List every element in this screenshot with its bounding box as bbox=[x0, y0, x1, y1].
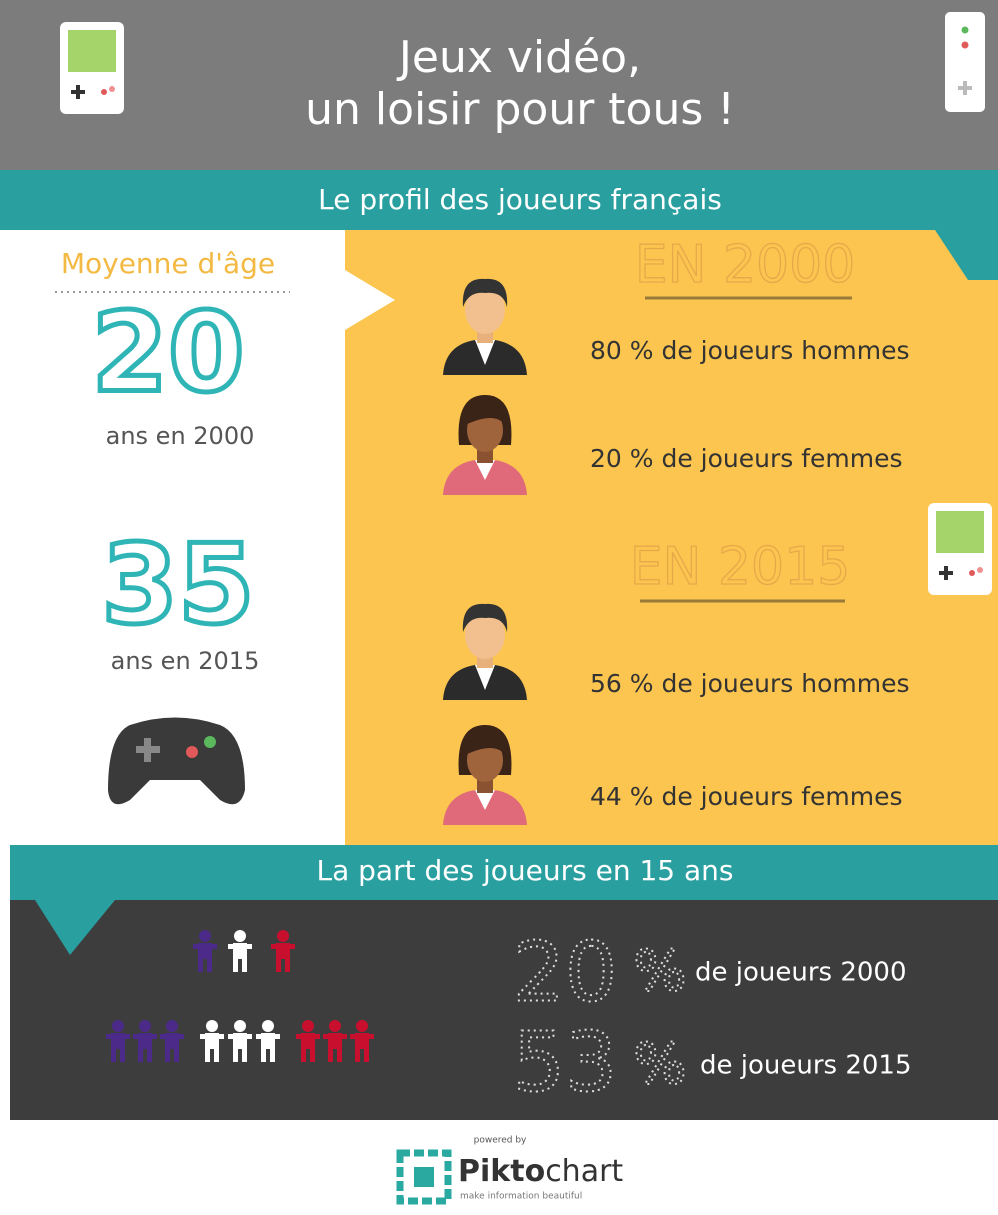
header-bg bbox=[0, 0, 998, 170]
share-value: 20 bbox=[513, 925, 617, 1020]
brand-bold: Pikto bbox=[458, 1154, 545, 1189]
pointer bbox=[345, 270, 395, 330]
year-label: EN 2015 bbox=[630, 537, 851, 597]
age-value: 35 bbox=[101, 520, 254, 648]
stat-text: 80 % de joueurs hommes bbox=[590, 336, 909, 365]
year-label: EN 2000 bbox=[635, 235, 856, 295]
brand-light: chart bbox=[545, 1154, 623, 1189]
tagline: make information beautiful bbox=[460, 1192, 582, 1202]
section-heading: Le profil des joueurs français bbox=[318, 183, 722, 216]
powered-by: powered by bbox=[474, 1136, 527, 1146]
section-band bbox=[0, 170, 998, 230]
brand: Piktochart bbox=[458, 1154, 623, 1189]
controller-icon bbox=[108, 717, 245, 805]
people-2000 bbox=[193, 930, 295, 972]
age-caption: ans en 2000 bbox=[106, 422, 255, 450]
shape bbox=[186, 746, 198, 758]
pointer bbox=[35, 900, 115, 955]
shape bbox=[144, 738, 151, 762]
share-unit: % bbox=[633, 939, 686, 1004]
section-band bbox=[10, 845, 998, 900]
gameboy-icon bbox=[928, 503, 992, 595]
title-line: un loisir pour tous ! bbox=[305, 84, 735, 135]
shape bbox=[945, 12, 985, 112]
right-panel bbox=[345, 230, 998, 845]
stat-text: 20 % de joueurs femmes bbox=[590, 444, 903, 473]
stat-text: 56 % de joueurs hommes bbox=[590, 669, 909, 698]
section-heading: La part des joueurs en 15 ans bbox=[317, 854, 734, 887]
shape bbox=[961, 41, 969, 49]
share-caption: de joueurs 2000 bbox=[695, 958, 907, 988]
piktochart-logo bbox=[396, 1149, 452, 1205]
age-label: Moyenne d'âge bbox=[61, 247, 275, 280]
share-panel bbox=[10, 900, 998, 1120]
share-unit: % bbox=[633, 1032, 686, 1097]
share-value: 53 bbox=[513, 1015, 617, 1110]
shape bbox=[414, 1167, 434, 1187]
remote-icon bbox=[945, 12, 985, 112]
shape bbox=[961, 26, 969, 34]
title-line: Jeux vidéo, bbox=[396, 32, 641, 83]
age-caption: ans en 2015 bbox=[111, 647, 260, 675]
gameboy-icon bbox=[60, 22, 124, 114]
share-caption: de joueurs 2015 bbox=[700, 1051, 912, 1081]
pointer bbox=[935, 230, 998, 280]
shape bbox=[204, 736, 216, 748]
shape bbox=[963, 81, 967, 95]
shape bbox=[396, 1149, 452, 1205]
stat-text: 44 % de joueurs femmes bbox=[590, 782, 903, 811]
age-value: 20 bbox=[91, 288, 244, 416]
